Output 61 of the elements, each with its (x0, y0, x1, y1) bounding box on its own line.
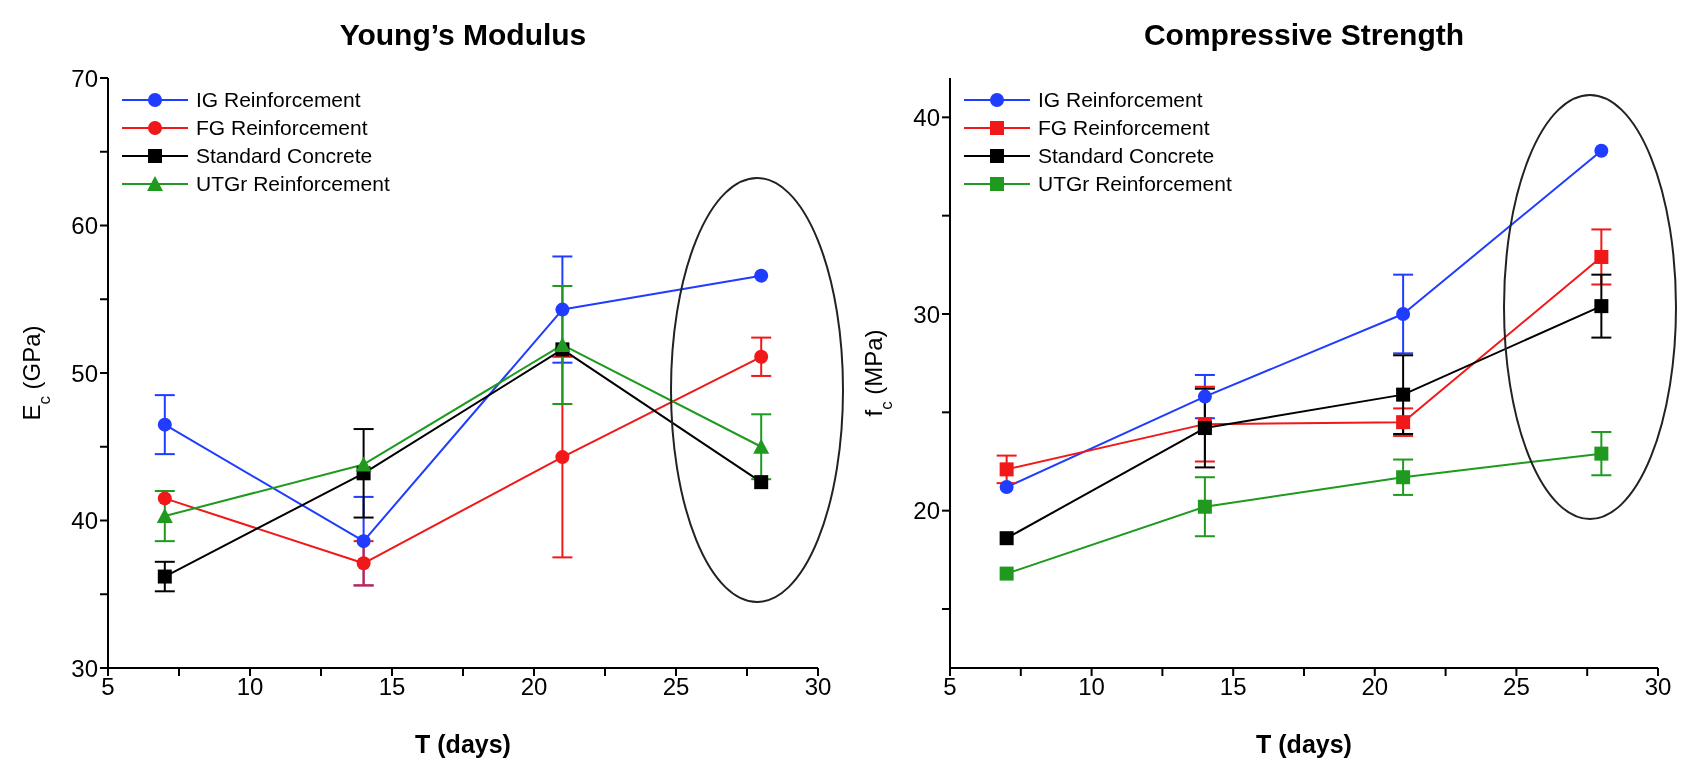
x-tick-label: 10 (1078, 673, 1105, 701)
x-tick-label: 30 (804, 673, 832, 701)
point (1396, 415, 1411, 430)
chart-title: Compressive Strength (1142, 18, 1466, 52)
point (754, 268, 769, 283)
x-tick-label: 15 (1219, 673, 1247, 701)
point (1594, 143, 1609, 158)
point (754, 349, 769, 364)
point (157, 569, 172, 584)
point (356, 534, 371, 549)
point (555, 302, 570, 317)
legend-label: IG Reinforcement (196, 87, 361, 113)
x-tick-label: 30 (1644, 673, 1672, 701)
y-tick-label: 40 (913, 103, 940, 131)
point (157, 417, 172, 432)
point (1197, 389, 1212, 404)
point (999, 531, 1014, 546)
x-tick-label: 5 (943, 673, 957, 701)
point (999, 566, 1014, 581)
point (1594, 299, 1609, 314)
point (753, 438, 770, 454)
x-tick-label: 10 (236, 673, 264, 701)
point (999, 462, 1014, 477)
point (554, 336, 571, 352)
point (999, 480, 1014, 495)
y-tick-label: 40 (71, 507, 98, 535)
y-tick-label: 70 (71, 64, 98, 92)
x-tick-label: 25 (662, 673, 690, 701)
point (1594, 446, 1609, 461)
point (157, 491, 172, 506)
point (1396, 307, 1411, 321)
point (1197, 499, 1212, 514)
x-axis-title: T (days) (415, 730, 511, 758)
y-tick-label: 20 (913, 497, 940, 525)
x-tick-label: 15 (378, 673, 406, 701)
point (355, 456, 372, 472)
y-tick-label: 30 (913, 300, 940, 328)
x-tick-label: 20 (1361, 673, 1389, 701)
legend-label: UTGr Reinforcement (196, 171, 390, 197)
point (555, 450, 570, 465)
point (1396, 470, 1411, 485)
legend-label: FG Reinforcement (196, 115, 368, 141)
point (1594, 249, 1609, 264)
point (156, 508, 173, 524)
y-tick-label: 50 (71, 359, 98, 387)
legend-label: Standard Concrete (1038, 143, 1215, 169)
x-tick-label: 5 (101, 673, 115, 701)
x-axis-title: T (days) (1256, 730, 1352, 758)
y-tick-label: 60 (71, 212, 98, 240)
point (1197, 421, 1212, 436)
point (754, 475, 769, 490)
x-tick-label: 25 (1503, 673, 1530, 701)
legend-label: UTGr Reinforcement (1038, 171, 1232, 197)
legend-label: FG Reinforcement (1038, 115, 1210, 141)
chart-title: Young’s Modulus (338, 18, 588, 52)
point (1396, 387, 1411, 402)
legend-label: IG Reinforcement (1038, 87, 1203, 113)
x-tick-label: 20 (520, 673, 548, 701)
y-tick-label: 30 (71, 654, 98, 682)
point (356, 556, 371, 571)
legend-label: Standard Concrete (196, 143, 373, 169)
